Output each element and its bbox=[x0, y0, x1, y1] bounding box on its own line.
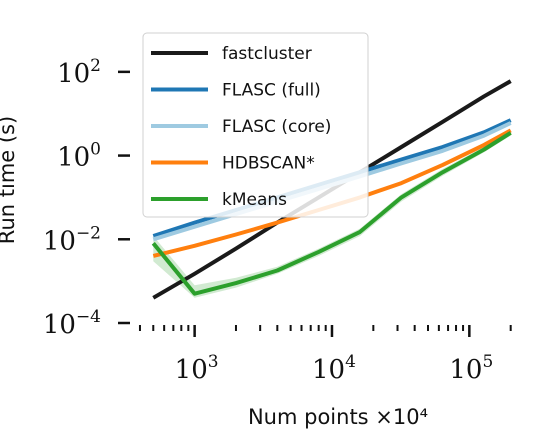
y-tick-label: 102 bbox=[57, 56, 101, 89]
legend-label: kMeans bbox=[222, 190, 287, 210]
x-tick-label: 103 bbox=[175, 352, 219, 385]
y-tick-label: 10−4 bbox=[43, 307, 101, 340]
y-axis: 10−4 10−2 100 102 bbox=[43, 56, 130, 340]
y-tick-label: 10−2 bbox=[43, 223, 101, 256]
legend: fastcluster FLASC (full) FLASC (core) HDBSC… bbox=[142, 32, 369, 218]
x-tick-label: 104 bbox=[312, 352, 356, 385]
legend-frame bbox=[142, 32, 369, 218]
x-axis-label: Num points ×10⁴ bbox=[248, 405, 428, 429]
legend-label: fastcluster bbox=[222, 44, 312, 64]
legend-label: FLASC (core) bbox=[222, 117, 331, 137]
y-tick-label: 100 bbox=[57, 140, 101, 173]
x-tick-label: 105 bbox=[449, 352, 493, 385]
legend-label: FLASC (full) bbox=[222, 81, 321, 101]
series-band-kmeans bbox=[153, 130, 511, 298]
y-axis-label: Run time (s) bbox=[0, 116, 19, 244]
x-axis: 103 104 105 bbox=[138, 325, 512, 385]
series-line-kmeans bbox=[151, 131, 512, 296]
legend-label: HDBSCAN* bbox=[222, 154, 315, 174]
